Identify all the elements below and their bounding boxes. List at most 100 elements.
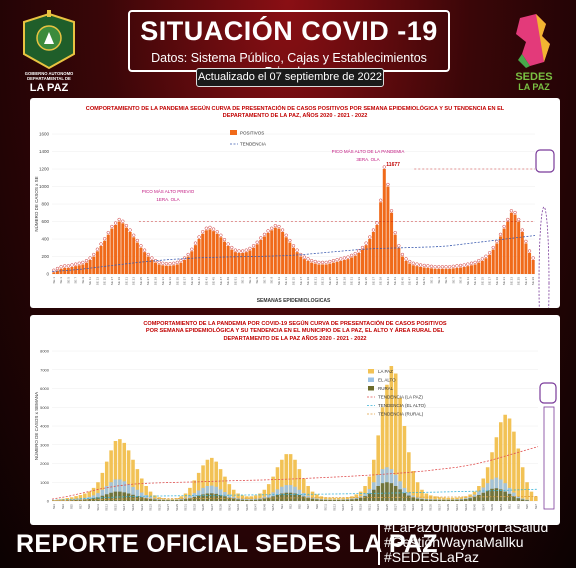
chart1-value-marker (70, 263, 74, 267)
chart2-bar-rural (393, 486, 398, 501)
chart2-bar-lapaz (205, 459, 210, 501)
chart2-legend-swatch (368, 386, 374, 391)
chart1-bar (52, 272, 56, 274)
chart1-bar (128, 232, 132, 274)
chart2-bar-lapaz (442, 497, 446, 501)
chart1-ytick: 1200 (39, 167, 50, 172)
chart2-bar-rural (367, 493, 372, 501)
chart1-value-marker (208, 225, 212, 229)
chart2-bar-rural (253, 499, 258, 501)
chart1-bar (252, 247, 256, 274)
chart1-bar (288, 242, 292, 274)
chart1-value-marker (466, 262, 470, 266)
chart1-annotation: 1ERA. OLA (156, 197, 179, 202)
chart2-bar-rural (170, 500, 175, 501)
hashtag-3: #SEDESLaPaz (384, 549, 479, 565)
chart1-value-marker (469, 261, 474, 265)
hashtag-1: #LaPazUnidosPorLaSalud (384, 519, 549, 535)
chart2-bar-rural (520, 499, 525, 501)
chart1-value-marker (462, 263, 466, 267)
chart1-value-marker (506, 217, 510, 222)
chart2-bar-elalto (131, 486, 135, 501)
chart2-xtick: SE23 (376, 504, 380, 511)
chart2-bar-lapaz (411, 471, 416, 501)
chart1-bar (143, 252, 147, 274)
chart1-bar (204, 230, 208, 274)
chart2-bar-rural (310, 498, 315, 501)
chart2-bar-rural (91, 498, 96, 501)
chart2-bar-elalto (113, 479, 118, 501)
chart1-value-marker (368, 235, 372, 239)
chart1-value-marker (531, 256, 535, 260)
chart2-bar-lapaz (319, 496, 324, 501)
chart1-bar (59, 268, 63, 274)
chart1-xtick: SE 25 (328, 277, 332, 286)
chart1-value-marker (284, 233, 288, 237)
chart1-xtick: SE 23 (132, 277, 136, 286)
chart1-xtick: SE 5 (255, 277, 259, 284)
chart2-bar-lapaz (236, 493, 240, 501)
chart1-value-marker (81, 260, 85, 264)
chart2-bar-lapaz (512, 431, 516, 501)
chart1-value-marker (509, 209, 513, 213)
chart2-bar-rural (113, 491, 118, 501)
chart2-bar-lapaz (503, 414, 507, 501)
chart1-value-marker (262, 232, 267, 236)
chart2-bar-elalto (139, 492, 144, 501)
chart2-bar-rural (144, 498, 148, 501)
chart2-legend-swatch (368, 369, 374, 374)
chart2-xtick: SE47 (254, 504, 258, 511)
chart1-xtick: SE 41 (386, 277, 390, 286)
chart2-xtick: SE21 (367, 504, 371, 511)
chart2-bar-lapaz (258, 493, 262, 501)
chart1-bar (175, 264, 179, 274)
chart2-bar-rural (455, 499, 459, 501)
chart2-bar-rural (126, 493, 131, 501)
chart2-bar-rural (96, 497, 100, 501)
chart2-bar-lapaz (306, 486, 310, 501)
chart2-bar-lapaz (336, 497, 341, 501)
chart1-value-marker (219, 233, 223, 237)
chart1-annotation: 3ERA. OLA (356, 157, 379, 162)
chart2-bar-lapaz (293, 459, 297, 501)
chart2-xtick: SE43 (464, 504, 468, 511)
chart1-bar (95, 251, 99, 274)
chart2-bar-elalto (126, 484, 131, 501)
chart1-xtick: SE 13 (473, 277, 477, 286)
chart2-bar-rural (109, 492, 113, 501)
chart2-bar-lapaz (389, 366, 394, 501)
chart1-bar (215, 233, 219, 274)
chart1-value-marker (124, 224, 129, 228)
chart2-xtick: SE39 (219, 504, 223, 511)
chart1-value-marker (422, 263, 426, 268)
chart1-xtick: SE 29 (154, 277, 158, 286)
chart1-value-marker (74, 262, 78, 266)
chart1-bar (103, 240, 107, 274)
chart2-xtick: SE27 (394, 504, 398, 511)
chart1-xtick: SE 31 (350, 277, 354, 286)
chart2-bar-elalto (96, 493, 100, 501)
chart1-value-marker (411, 261, 415, 265)
chart2-bar-rural (420, 499, 424, 501)
chart1-xtick: SE 17 (110, 277, 114, 286)
chart2-bar-rural (174, 500, 179, 501)
chart1-value-marker (248, 246, 252, 250)
chart2-bar-rural (104, 494, 109, 501)
chart1-bar (266, 232, 270, 274)
chart2-xtick: SE29 (175, 504, 179, 511)
chart1-ylabel: NÚMERO DE CASOS x SE (33, 176, 39, 231)
chart2-bar-lapaz (288, 454, 293, 501)
page-title: SITUACIÓN COVID -19 (140, 16, 438, 46)
chart2-bar-lapaz (69, 497, 74, 501)
chart1-value-marker (281, 228, 285, 232)
gobernacion-logo: GOBIERNO AUTONOMO DEPARTAMENTAL DE LA PA… (23, 10, 75, 94)
chart1-bar (415, 266, 419, 274)
chart1-bar (531, 260, 535, 274)
chart2-xtick: SE37 (437, 504, 441, 511)
chart1-value-marker (204, 226, 208, 230)
chart2-bar-lapaz (490, 452, 494, 501)
chart2-xtick: SE41 (227, 504, 231, 511)
chart2-bar-lapaz (223, 476, 227, 501)
chart1-bar (281, 232, 285, 274)
chart2-bar-rural (179, 499, 183, 501)
